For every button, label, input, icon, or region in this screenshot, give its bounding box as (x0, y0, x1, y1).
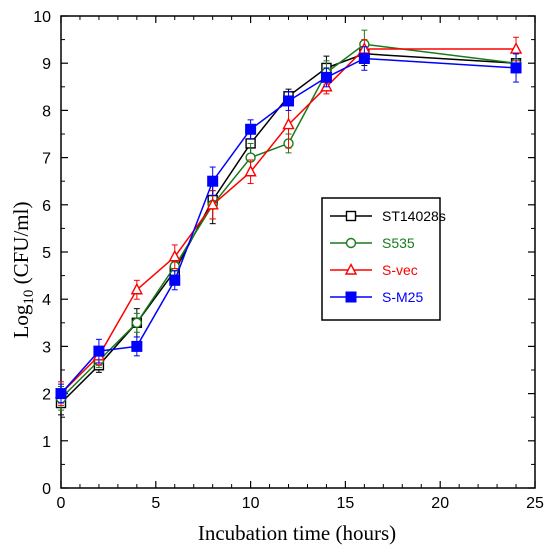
series-line (60, 57, 517, 395)
series-line (60, 43, 517, 399)
legend-label: ST14028s (382, 208, 446, 224)
x-tick-label: 5 (151, 495, 160, 512)
legend-marker (345, 237, 357, 249)
legend-label: S-vec (382, 262, 418, 278)
y-tick-label: 7 (42, 151, 51, 168)
x-tick-label: 25 (526, 495, 544, 512)
legend: ST14028s S535 S-vec S-M25 (321, 197, 446, 321)
plot-frame (60, 15, 536, 489)
x-tick-label: 20 (431, 495, 449, 512)
y-tick-label: 8 (42, 103, 51, 120)
x-tick-label: 10 (242, 495, 260, 512)
data-point (206, 197, 219, 210)
series-s535 (55, 29, 522, 411)
data-point (168, 249, 181, 262)
y-tick-label: 9 (42, 56, 51, 73)
y-tick-label: 10 (33, 9, 51, 26)
legend-marker (344, 262, 358, 275)
x-tick-label: 0 (57, 495, 66, 512)
legend-label: S-M25 (382, 289, 423, 305)
data-point (207, 175, 219, 187)
data-point (93, 345, 105, 357)
data-point (509, 42, 523, 54)
plot-area: 0 5 10 15 20 25 0 1 2 3 4 5 6 7 8 9 10 (33, 9, 544, 512)
data-point (244, 164, 257, 177)
svg-text:Log10 (CFU/ml): Log10 (CFU/ml) (9, 202, 37, 339)
legend-marker (345, 291, 357, 303)
y-tick-label: 5 (42, 245, 51, 262)
series-s-m25 (55, 46, 522, 404)
series-line (60, 53, 517, 404)
data-point (169, 274, 181, 286)
data-point (131, 340, 143, 352)
y-axis-title: Log10 (CFU/ml) (9, 202, 37, 339)
legend-marker (345, 210, 357, 222)
data-point (510, 62, 522, 74)
data-point (320, 71, 332, 83)
y-tick-label: 2 (42, 387, 51, 404)
x-tick-label: 15 (337, 495, 355, 512)
data-point (245, 123, 257, 135)
y-tick-label: 4 (42, 292, 51, 309)
data-point (282, 117, 295, 130)
data-point (131, 317, 143, 328)
data-point (55, 388, 67, 400)
legend-box (321, 197, 441, 321)
y-tick-label: 1 (42, 434, 51, 451)
y-tick-label: 3 (42, 339, 51, 356)
legend-label: S535 (382, 235, 415, 251)
y-tick-label: 0 (42, 481, 51, 498)
x-axis-title: Incubation time (hours) (198, 521, 396, 545)
data-point (358, 52, 370, 64)
data-point (130, 282, 143, 295)
data-point (283, 95, 295, 107)
y-tick-label: 6 (42, 198, 51, 215)
